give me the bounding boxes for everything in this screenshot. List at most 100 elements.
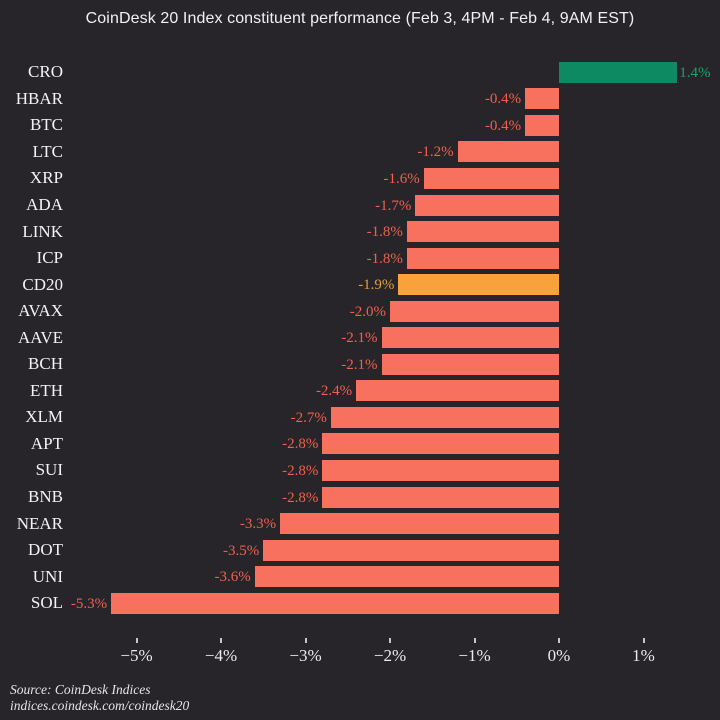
bar-track: -3.5% xyxy=(63,539,720,561)
bar-row: UNI -3.6% xyxy=(0,563,720,590)
category-label: LINK xyxy=(22,221,63,241)
tick-label: 1% xyxy=(632,645,655,665)
bar-row: BCH -2.1% xyxy=(0,351,720,378)
bar-track: -2.7% xyxy=(63,406,720,428)
tick-label: −5% xyxy=(120,645,153,665)
bar xyxy=(322,459,559,481)
category-label: ADA xyxy=(26,195,63,214)
bar-row: BTC -0.4% xyxy=(0,112,720,139)
bar xyxy=(406,247,559,269)
bar-track: -2.0% xyxy=(63,300,720,322)
bar-row: BNB -2.8% xyxy=(0,484,720,511)
category-label: BNB xyxy=(28,487,63,507)
tick-label: −2% xyxy=(373,645,407,665)
bar-row: ETH -2.4% xyxy=(0,378,720,405)
bar-track: -1.9% xyxy=(63,274,720,296)
bar xyxy=(390,300,559,322)
value-label: -2.0% xyxy=(349,303,386,320)
bar-row: XLM -2.7% xyxy=(0,404,720,431)
value-label: -1.9% xyxy=(358,277,395,294)
bar-track: -1.6% xyxy=(63,167,720,189)
bar xyxy=(381,353,559,375)
bar-row: CRO 1.4% xyxy=(0,59,720,86)
bar xyxy=(423,167,559,189)
bar-track: -2.8% xyxy=(63,459,720,481)
bar-row: AVAX -2.0% xyxy=(0,298,720,325)
bar xyxy=(457,141,559,163)
value-label: -5.3% xyxy=(70,595,108,612)
bar xyxy=(263,539,559,561)
value-label: -2.1% xyxy=(341,330,378,347)
category-label: APT xyxy=(30,433,63,453)
category-label: DOT xyxy=(28,540,63,560)
category-label: AAVE xyxy=(17,327,63,347)
tick-mark xyxy=(389,637,391,643)
value-label: -2.8% xyxy=(282,436,319,453)
bar xyxy=(280,513,559,535)
category-label: LTC xyxy=(32,141,63,161)
value-label: -1.6% xyxy=(383,170,420,187)
x-axis: −5% −4% −3% −2% −1% 0% 1% xyxy=(0,617,720,677)
source-note: Source: CoinDesk Indices indices.coindes… xyxy=(10,682,189,714)
value-label: -1.7% xyxy=(375,197,412,214)
category-label: XRP xyxy=(29,168,63,188)
bar-row: SOL -5.3% xyxy=(0,590,720,617)
tick-label: −1% xyxy=(458,645,491,665)
value-label: -1.2% xyxy=(417,144,454,161)
bar-row: LTC -1.2% xyxy=(0,139,720,166)
bar xyxy=(356,380,559,402)
bar-row: SUI -2.8% xyxy=(0,457,720,484)
bar-track: -2.8% xyxy=(63,486,720,508)
bar xyxy=(111,592,559,614)
value-label: -3.6% xyxy=(214,569,251,586)
bar-row: AAVE -2.1% xyxy=(0,324,720,351)
bar-track: -2.1% xyxy=(63,327,720,349)
tick-mark xyxy=(473,637,476,643)
chart-title: CoinDesk 20 Index constituent performanc… xyxy=(85,10,635,27)
value-label: -2.1% xyxy=(341,356,378,373)
category-label: UNI xyxy=(32,566,63,586)
bar xyxy=(254,566,559,588)
value-label: -1.8% xyxy=(366,250,403,267)
value-label: 1.4% xyxy=(679,64,711,81)
bar-track: -1.7% xyxy=(63,194,720,216)
bar-track: -2.4% xyxy=(63,380,720,402)
bar-track: -0.4% xyxy=(63,88,720,110)
bar-row: ICP -1.8% xyxy=(0,245,720,272)
bar xyxy=(525,114,559,136)
tick-mark xyxy=(558,637,560,643)
bar-row: DOT -3.5% xyxy=(0,537,720,564)
value-label: -2.8% xyxy=(282,462,319,479)
source-url: indices.coindesk.com/coindesk20 xyxy=(10,698,190,713)
bar-track: -0.4% xyxy=(63,114,720,136)
bar-row: HBAR -0.4% xyxy=(0,86,720,113)
tick-label: −4% xyxy=(204,645,238,665)
bar-row: APT -2.8% xyxy=(0,431,720,458)
category-label: CD20 xyxy=(22,274,63,294)
value-label: -0.4% xyxy=(484,91,522,108)
source-line: Source: CoinDesk Indices xyxy=(10,682,151,697)
bar xyxy=(322,486,559,508)
category-label: XLM xyxy=(25,407,63,427)
category-label: SOL xyxy=(30,593,63,613)
bar-row: LINK -1.8% xyxy=(0,218,720,245)
bar-track: -1.2% xyxy=(63,141,720,163)
tick-label: −3% xyxy=(289,645,322,665)
bar-row: CD20 -1.9% xyxy=(0,271,720,298)
bar xyxy=(381,327,559,349)
category-label: ICP xyxy=(36,248,63,268)
category-label: SUI xyxy=(35,460,63,480)
bar-row: ADA -1.7% xyxy=(0,192,720,219)
bar xyxy=(525,88,559,110)
tick-mark xyxy=(135,637,138,643)
bar-row: NEAR -3.3% xyxy=(0,510,720,537)
bar-track: -2.1% xyxy=(63,353,720,375)
bar xyxy=(406,221,559,243)
bar xyxy=(322,433,559,455)
bar-track: -5.3% xyxy=(63,592,720,614)
tick-mark xyxy=(304,637,307,643)
tick-mark xyxy=(220,637,222,643)
category-label: AVAX xyxy=(18,301,63,321)
category-label: CRO xyxy=(28,62,63,82)
